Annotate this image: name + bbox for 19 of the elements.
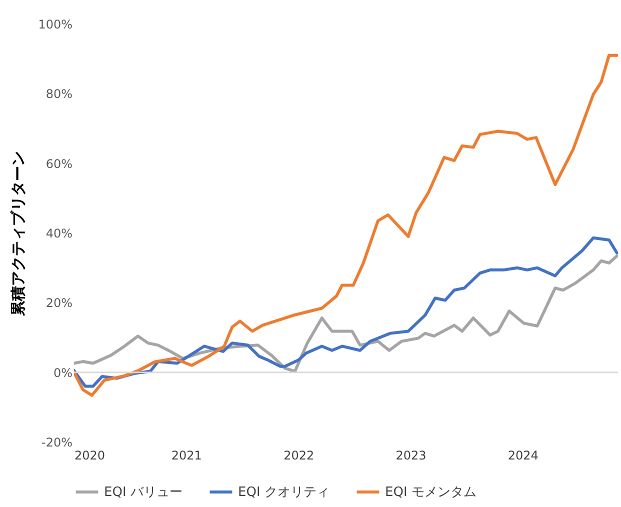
y-tick-label: 100%	[38, 18, 72, 32]
legend-label: EQI モメンタム	[385, 485, 476, 500]
y-tick-label: 60%	[46, 156, 72, 171]
line-series	[74, 236, 618, 388]
legend-label: EQI バリュー	[104, 485, 182, 500]
y-tick-label: 0%	[53, 366, 72, 380]
y-axis-title: 累積アクティブリターン	[9, 151, 28, 317]
line-series	[74, 254, 618, 373]
x-tick-label: 2021	[171, 448, 202, 462]
x-tick-label: 2022	[284, 448, 314, 462]
line-series	[74, 54, 618, 397]
x-tick-label: 2020	[74, 448, 106, 462]
x-tick-label: 2024	[508, 448, 538, 462]
legend-label: EQI クオリティ	[238, 485, 330, 500]
x-tick-label: 2023	[396, 448, 426, 462]
y-tick-label: 80%	[46, 87, 72, 102]
y-tick-label: 40%	[46, 226, 72, 240]
y-tick-label: 20%	[46, 296, 72, 310]
y-tick-label: -20%	[41, 436, 72, 450]
